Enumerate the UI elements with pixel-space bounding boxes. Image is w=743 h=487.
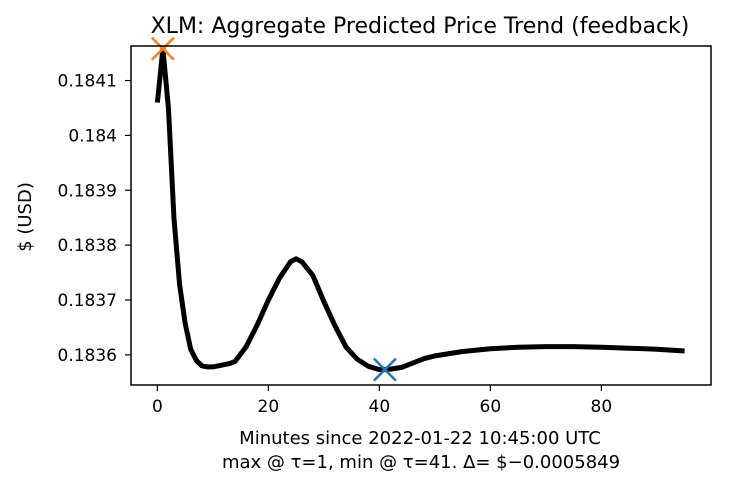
y-tick-label: 0.1837 [58, 291, 117, 311]
series-line-0 [154, 46, 685, 373]
max-marker [151, 36, 175, 61]
y-tick-label: 0.184 [68, 126, 117, 146]
x-tick-label: 20 [258, 397, 280, 417]
x-tick-label: 80 [591, 397, 613, 417]
y-axis-label: $ (USD) [15, 182, 36, 252]
x-axis: 0 20 40 60 80 [152, 385, 612, 417]
x-axis-sublabel: max @ τ=1, min @ τ=41. Δ= $−0.0005849 [222, 452, 620, 473]
plot-area [130, 36, 712, 386]
y-tick-label: 0.1836 [58, 346, 117, 366]
plot-frame [130, 45, 712, 386]
x-tick-label: 0 [152, 397, 163, 417]
y-axis: 0.1836 0.1837 0.1838 0.1839 0.184 0.1841 [58, 72, 131, 366]
y-tick-label: 0.1838 [58, 236, 117, 256]
x-axis-label: Minutes since 2022-01-22 10:45:00 UTC [239, 428, 601, 449]
chart-title: XLM: Aggregate Predicted Price Trend (fe… [151, 14, 690, 39]
x-tick-label: 40 [369, 397, 391, 417]
x-tick-label: 60 [480, 397, 502, 417]
y-tick-label: 0.1841 [58, 72, 117, 92]
y-tick-label: 0.1839 [58, 181, 117, 201]
min-marker [373, 357, 397, 382]
